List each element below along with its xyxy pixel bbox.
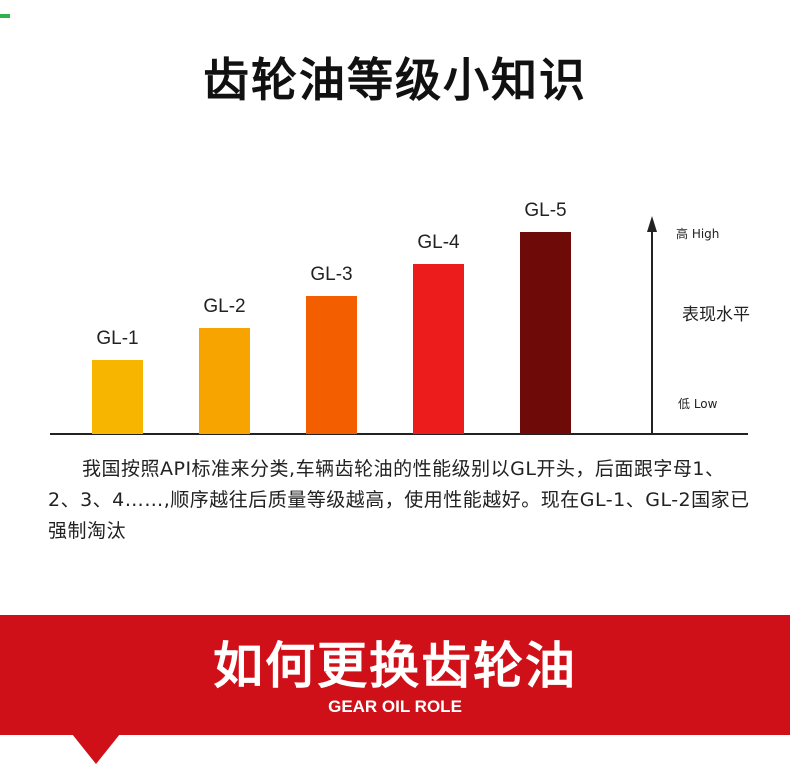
corner-accent-mark (0, 14, 10, 18)
bar-gl-4 (413, 264, 464, 434)
grade-description: 我国按照API标准来分类,车辆齿轮油的性能级别以GL开头，后面跟字母1、2、3、… (48, 458, 750, 542)
banner-down-arrow-icon (72, 734, 120, 764)
bar-label-gl-3: GL-3 (310, 264, 352, 285)
section-banner: 如何更换齿轮油 GEAR OIL ROLE (0, 615, 790, 735)
chart-bars (92, 232, 571, 434)
chart-bar-labels: GL-1 GL-2 GL-3 GL-4 GL-5 (96, 200, 566, 349)
bar-label-gl-2: GL-2 (203, 296, 245, 317)
bar-label-gl-4: GL-4 (417, 232, 460, 253)
bar-label-gl-1: GL-1 (96, 328, 138, 349)
bar-gl-2 (199, 328, 250, 434)
bar-label-gl-5: GL-5 (524, 200, 566, 221)
bar-gl-3 (306, 296, 357, 434)
bar-gl-1 (92, 360, 143, 434)
page-title: 齿轮油等级小知识 (203, 53, 587, 107)
banner-subtitle: GEAR OIL ROLE (328, 697, 462, 716)
axis-low-label: 低 Low (678, 397, 718, 411)
axis-performance-label: 表现水平 (682, 305, 750, 325)
performance-axis-arrow-icon (647, 216, 657, 232)
gear-oil-grade-chart: 高 High 表现水平 低 Low GL-1 GL-2 GL-3 GL-4 GL-5 (50, 200, 750, 435)
axis-high-label: 高 High (676, 226, 719, 241)
bar-gl-5 (520, 232, 571, 434)
banner-title: 如何更换齿轮油 (213, 637, 577, 695)
